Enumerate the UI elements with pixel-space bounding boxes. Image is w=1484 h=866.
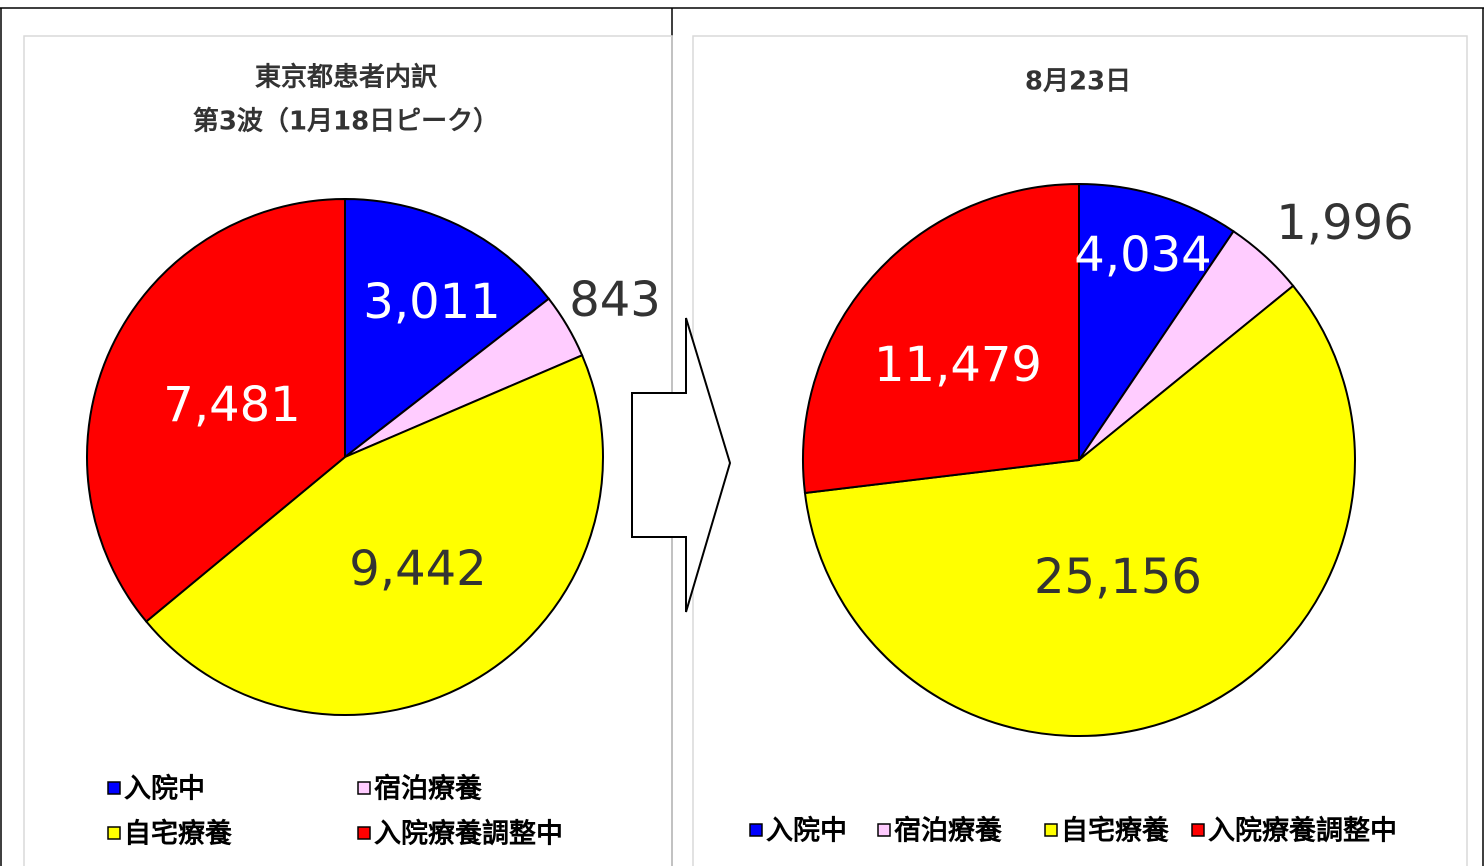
legend-label: 自宅療養 — [1061, 815, 1170, 847]
legend-swatch — [749, 823, 763, 837]
legend-label: 宿泊療養 — [374, 773, 483, 805]
data-label: 9,442 — [349, 541, 486, 597]
legend-swatch — [107, 781, 121, 795]
chart-title: 東京都患者内訳 — [255, 62, 438, 93]
legend-label: 入院中 — [766, 815, 847, 847]
pie-slice — [802, 182, 1080, 495]
legend-swatch — [107, 826, 121, 840]
data-label: 7,481 — [163, 377, 300, 433]
pie-slice — [144, 353, 604, 716]
legend-swatch — [877, 823, 891, 837]
legend-label: 入院療養調整中 — [374, 818, 563, 850]
legend-swatch — [1191, 823, 1205, 837]
legend-label: 宿泊療養 — [894, 815, 1003, 847]
data-label: 843 — [569, 272, 661, 328]
legend-swatch — [357, 781, 371, 795]
legend-label: 入院中 — [124, 773, 205, 805]
data-label: 3,011 — [363, 274, 500, 330]
data-label: 1,996 — [1276, 195, 1413, 251]
chart-subtitle: 第3波（1月18日ピーク） — [193, 106, 499, 137]
chart-title: 8月23日 — [1025, 67, 1131, 97]
pie-slice — [1078, 182, 1235, 464]
data-label: 11,479 — [874, 337, 1042, 393]
legend-label: 入院療養調整中 — [1208, 815, 1397, 847]
legend-swatch — [1044, 823, 1058, 837]
pie-slice — [86, 197, 346, 623]
data-label: 4,034 — [1074, 227, 1211, 283]
legend-label: 自宅療養 — [124, 818, 233, 850]
data-label: 25,156 — [1034, 549, 1202, 605]
arrow — [631, 317, 732, 613]
pie-slice — [344, 197, 551, 460]
pie-slice — [803, 284, 1356, 737]
legend-swatch — [357, 826, 371, 840]
